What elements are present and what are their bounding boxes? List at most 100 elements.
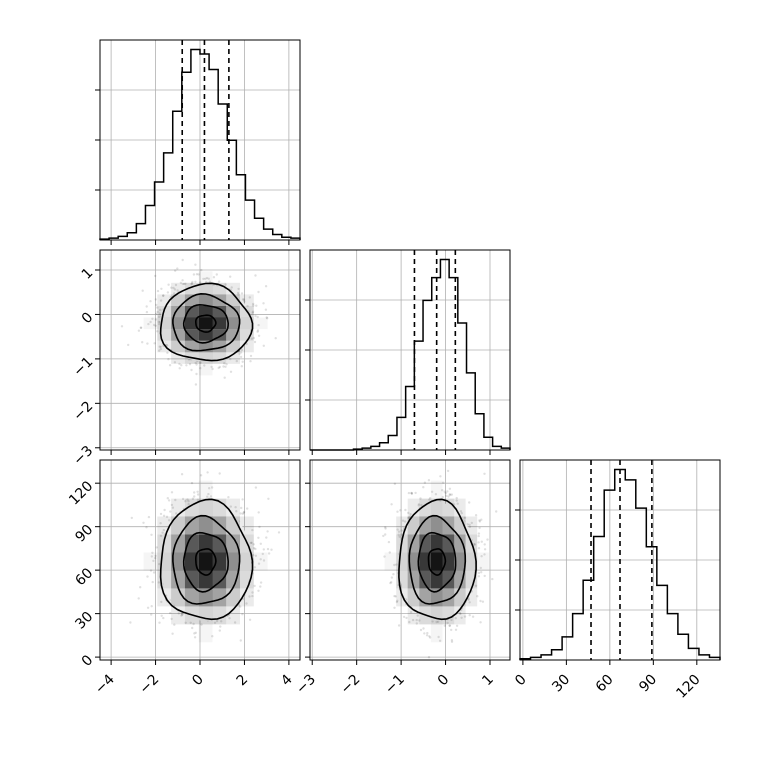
sample-point — [481, 600, 485, 603]
sample-point — [477, 532, 481, 535]
sample-point — [203, 364, 206, 367]
sample-point — [431, 620, 434, 623]
sample-point — [188, 363, 192, 366]
density-cell — [198, 329, 213, 341]
sample-point — [193, 632, 196, 635]
density-cell — [430, 552, 443, 571]
sample-point — [149, 300, 152, 303]
sample-point — [150, 555, 153, 558]
sample-point — [257, 511, 260, 514]
density-cell — [226, 282, 240, 295]
sample-point — [245, 602, 248, 605]
sample-point — [460, 616, 463, 619]
density-cell — [157, 588, 172, 607]
density-cell — [407, 516, 420, 535]
sample-point — [480, 518, 483, 521]
sample-point — [152, 323, 156, 327]
sample-point — [473, 543, 476, 546]
sample-point — [150, 613, 153, 616]
sample-point — [139, 326, 142, 329]
density-cell — [407, 534, 420, 553]
sample-point — [149, 320, 152, 324]
sample-point — [410, 492, 413, 495]
sample-point — [196, 498, 199, 501]
sample-point — [152, 559, 155, 563]
sample-point — [166, 351, 169, 354]
sample-point — [384, 527, 387, 530]
sample-point — [151, 551, 154, 554]
sample-point — [208, 280, 212, 283]
density-cell — [184, 534, 199, 553]
sample-point — [166, 497, 169, 500]
density-cell — [171, 317, 185, 330]
sample-point — [154, 554, 157, 558]
sample-point — [159, 512, 163, 516]
sample-point — [181, 497, 185, 501]
y-tick-label: 1 — [79, 265, 97, 283]
sample-point — [230, 286, 233, 289]
density-cell — [226, 294, 240, 306]
density-cell — [212, 588, 227, 607]
y-tick-label: 0 — [79, 309, 97, 327]
sample-point — [224, 365, 227, 368]
density-cell — [430, 588, 443, 607]
sample-point — [246, 507, 249, 510]
sample-point — [146, 342, 149, 345]
density-contour — [172, 292, 241, 352]
sample-point — [448, 487, 452, 490]
sample-point — [151, 317, 154, 320]
sample-point — [193, 491, 196, 494]
density-cell — [419, 552, 431, 571]
density-cell — [419, 498, 431, 517]
density-cell — [212, 340, 227, 353]
density-cell — [396, 570, 408, 589]
density-cell — [226, 340, 240, 353]
histogram-steps — [99, 48, 301, 240]
sample-point — [145, 310, 149, 314]
y-tick-label: −1 — [70, 354, 96, 380]
sample-point — [417, 503, 421, 506]
sample-point — [223, 362, 226, 365]
density-cell — [465, 516, 478, 535]
sample-point — [150, 533, 153, 536]
sample-point — [139, 586, 142, 589]
sample-point — [467, 598, 470, 601]
sample-point — [383, 555, 386, 558]
sample-point — [202, 277, 205, 281]
sample-point — [180, 614, 183, 617]
density-cell — [226, 570, 240, 589]
sample-point — [388, 551, 391, 554]
sample-point — [190, 282, 194, 285]
sample-point — [160, 287, 163, 290]
sample-point — [393, 606, 396, 609]
sample-point — [455, 496, 458, 500]
sample-point — [410, 491, 413, 495]
sample-point — [190, 282, 193, 286]
sample-point — [428, 635, 431, 638]
density-cell — [171, 516, 185, 535]
density-cell — [198, 606, 213, 625]
sample-point — [222, 365, 225, 368]
density-cell — [465, 552, 478, 571]
density-cell — [184, 329, 199, 341]
density-cell — [465, 588, 478, 607]
sample-point — [158, 349, 161, 352]
density-cell — [396, 516, 408, 535]
sample-point — [170, 503, 174, 507]
sample-point — [156, 289, 160, 293]
density-cell — [240, 588, 254, 607]
sample-point — [468, 523, 471, 526]
sample-point — [262, 548, 265, 551]
sample-point — [448, 624, 452, 627]
sample-point — [206, 471, 209, 474]
density-cell — [184, 282, 199, 295]
sample-point — [168, 364, 172, 367]
density-cell — [157, 570, 172, 589]
sample-point — [264, 285, 268, 288]
x-tick-label: 2 — [234, 672, 252, 690]
sample-point — [240, 365, 243, 368]
density-contour — [195, 314, 217, 333]
sample-point — [167, 358, 170, 361]
sample-point — [418, 619, 421, 622]
sample-point — [157, 315, 161, 318]
